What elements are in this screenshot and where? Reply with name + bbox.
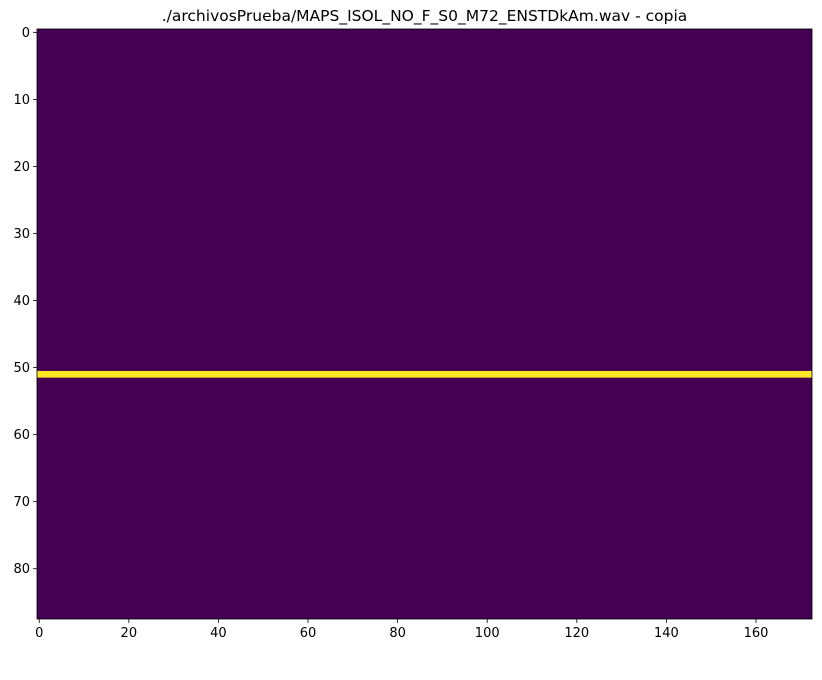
heatmap-background [37, 29, 812, 619]
y-tick-label: 40 [13, 294, 30, 309]
y-tick-label: 70 [13, 495, 30, 510]
y-axis: 0 10 20 30 40 50 60 70 80 [13, 26, 37, 577]
x-tick-label: 20 [121, 626, 138, 641]
x-tick-label: 100 [475, 626, 500, 641]
x-tick-label: 160 [744, 626, 769, 641]
x-tick-label: 40 [210, 626, 227, 641]
y-tick-label: 0 [22, 26, 30, 41]
x-axis: 0 20 40 60 80 100 120 140 160 [35, 619, 768, 641]
heatmap-plot-area [36, 28, 813, 620]
heatmap-active-row [37, 370, 812, 378]
x-tick-label: 0 [35, 626, 43, 641]
y-tick-label: 50 [13, 361, 30, 376]
plot-frame [36, 28, 813, 620]
x-tick-label: 80 [389, 626, 406, 641]
chart-title: ./archivosPrueba/MAPS_ISOL_NO_F_S0_M72_E… [162, 7, 688, 26]
y-tick-label: 20 [13, 160, 30, 175]
y-tick-label: 60 [13, 428, 30, 443]
x-tick-label: 120 [564, 626, 589, 641]
x-tick-label: 60 [300, 626, 317, 641]
y-tick-label: 10 [13, 93, 30, 108]
y-tick-label: 80 [13, 562, 30, 577]
y-tick-label: 30 [13, 227, 30, 242]
x-tick-label: 140 [654, 626, 679, 641]
